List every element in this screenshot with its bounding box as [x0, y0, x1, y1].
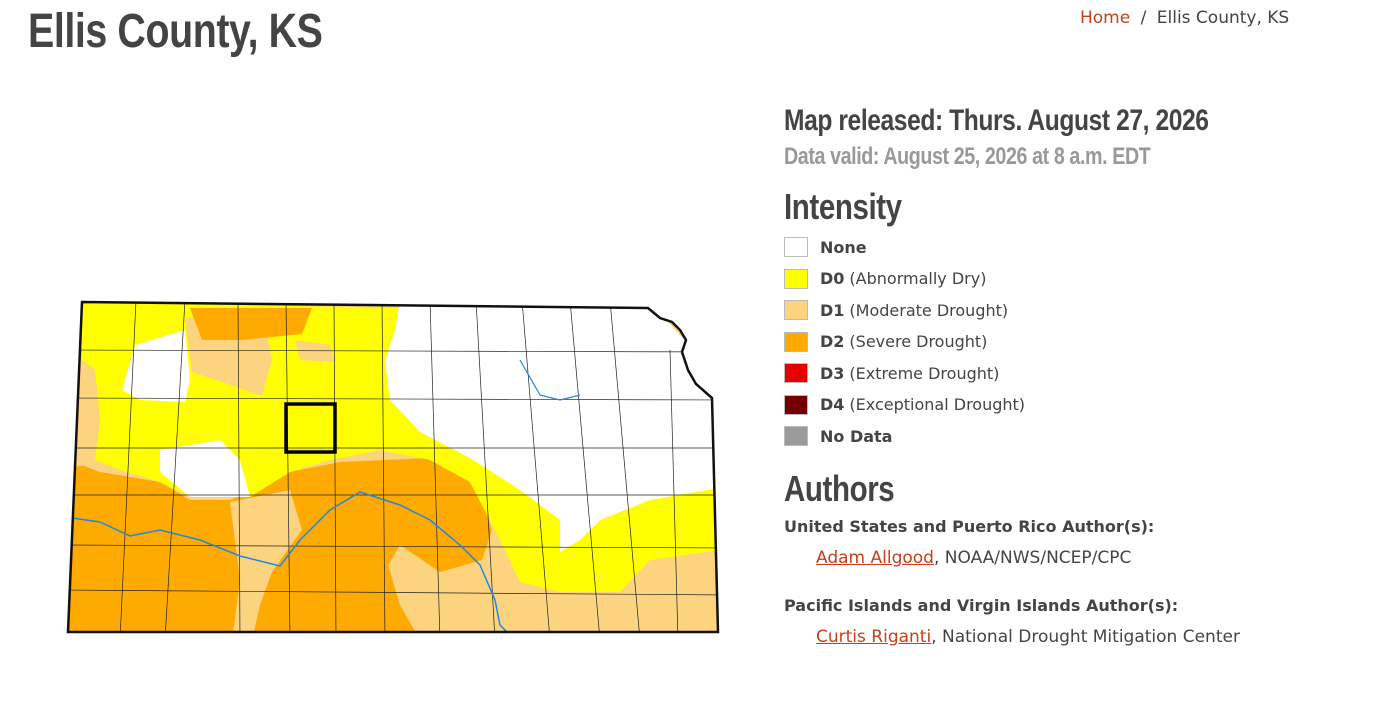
legend-swatch	[784, 363, 808, 383]
legend-item: D3 (Extreme Drought)	[784, 362, 999, 384]
legend-item: D1 (Moderate Drought)	[784, 299, 1008, 321]
legend-item: None	[784, 236, 872, 258]
legend-swatch	[784, 237, 808, 257]
release-date: Map released: Thurs. August 27, 2026	[784, 104, 1209, 137]
author-link[interactable]: Curtis Riganti	[816, 627, 932, 647]
legend-label: (Extreme Drought)	[849, 363, 1000, 383]
legend-code: D4	[820, 395, 845, 414]
author-affiliation: , NOAA/NWS/NCEP/CPC	[933, 548, 1132, 568]
breadcrumb-separator: /	[1140, 8, 1147, 28]
author-group-heading: Pacific Islands and Virgin Islands Autho…	[784, 596, 1179, 615]
legend-item: D0 (Abnormally Dry)	[784, 268, 986, 290]
county-highlight	[284, 402, 337, 454]
legend-item: D2 (Severe Drought)	[784, 331, 987, 353]
legend-label: (Abnormally Dry)	[849, 269, 987, 288]
legend-swatch	[784, 268, 808, 289]
legend-code: None	[820, 237, 867, 257]
author-line: Curtis Riganti, National Drought Mitigat…	[816, 627, 1240, 647]
page-title: Ellis County, KS	[28, 5, 323, 58]
breadcrumb-current: Ellis County, KS	[1156, 8, 1290, 28]
author-line: Adam Allgood, NOAA/NWS/NCEP/CPC	[816, 548, 1131, 568]
legend-code: D2	[820, 332, 845, 351]
legend-item: No Data	[784, 425, 897, 447]
legend-label: (Severe Drought)	[849, 332, 988, 351]
authors-title: Authors	[784, 468, 895, 509]
map-fill	[68, 302, 718, 632]
drought-map	[66, 300, 720, 634]
legend-code: D1	[820, 300, 845, 320]
legend-swatch	[784, 426, 808, 446]
legend-code: No Data	[820, 426, 893, 446]
home-link[interactable]: Home	[1080, 8, 1131, 28]
legend-swatch	[784, 331, 808, 352]
author-affiliation: , National Drought Mitigation Center	[931, 627, 1240, 647]
legend-label: (Moderate Drought)	[849, 300, 1009, 320]
legend-code: D0	[820, 269, 845, 288]
legend-item: D4 (Exceptional Drought)	[784, 394, 1025, 416]
breadcrumb: Home / Ellis County, KS	[1080, 8, 1289, 28]
legend-swatch	[784, 300, 808, 320]
valid-date: Data valid: August 25, 2026 at 8 a.m. ED…	[784, 143, 1151, 170]
legend-code: D3	[820, 363, 845, 383]
legend-title: Intensity	[784, 186, 902, 227]
author-group-heading: United States and Puerto Rico Author(s):	[784, 517, 1155, 536]
author-link[interactable]: Adam Allgood	[816, 548, 934, 568]
legend-label: (Exceptional Drought)	[849, 395, 1026, 414]
legend-swatch	[784, 394, 808, 415]
